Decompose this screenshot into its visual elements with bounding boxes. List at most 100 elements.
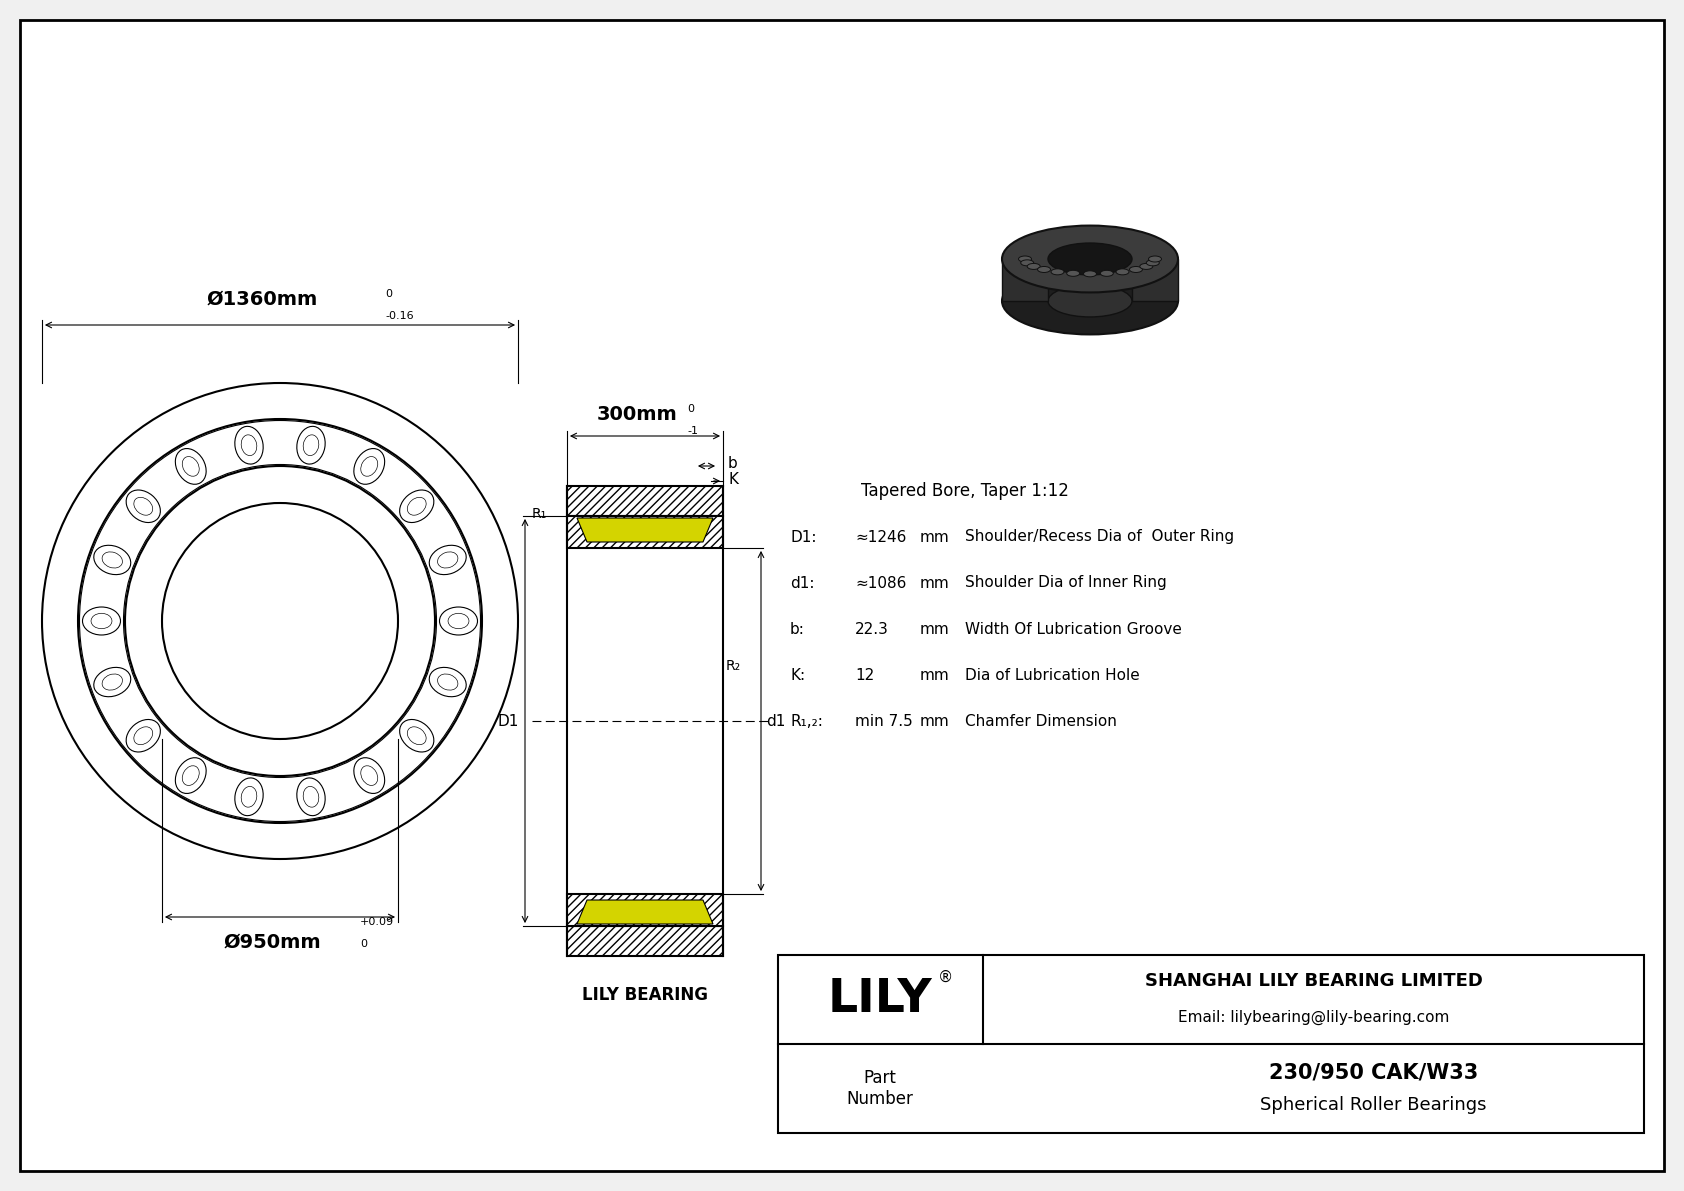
Ellipse shape	[103, 674, 123, 690]
Text: K:: K:	[790, 667, 805, 682]
Polygon shape	[578, 518, 712, 542]
Ellipse shape	[1100, 270, 1113, 276]
Ellipse shape	[126, 719, 160, 752]
Ellipse shape	[175, 449, 205, 485]
Text: LILY BEARING: LILY BEARING	[583, 986, 707, 1004]
Ellipse shape	[175, 757, 205, 793]
Ellipse shape	[1047, 285, 1132, 317]
Ellipse shape	[241, 786, 256, 807]
Bar	[778, 955, 1644, 1133]
Ellipse shape	[1116, 269, 1128, 275]
Text: +0.09: +0.09	[360, 917, 394, 927]
Text: Spherical Roller Bearings: Spherical Roller Bearings	[1260, 1096, 1487, 1114]
Ellipse shape	[94, 667, 131, 697]
Ellipse shape	[429, 545, 466, 574]
Ellipse shape	[399, 490, 434, 523]
Text: Part
Number: Part Number	[847, 1070, 913, 1108]
Ellipse shape	[1037, 267, 1051, 273]
Text: 12: 12	[855, 667, 874, 682]
Text: Dia of Lubrication Hole: Dia of Lubrication Hole	[965, 667, 1140, 682]
Text: Tapered Bore, Taper 1:12: Tapered Bore, Taper 1:12	[861, 482, 1069, 500]
Text: 22.3: 22.3	[855, 622, 889, 636]
Text: d1: d1	[766, 713, 785, 729]
Ellipse shape	[1147, 260, 1159, 266]
Text: Chamfer Dimension: Chamfer Dimension	[965, 713, 1116, 729]
Text: ®: ®	[938, 969, 953, 985]
Text: b:: b:	[790, 622, 805, 636]
Ellipse shape	[438, 674, 458, 690]
Text: mm: mm	[919, 667, 950, 682]
Text: Shoulder/Recess Dia of  Outer Ring: Shoulder/Recess Dia of Outer Ring	[965, 530, 1234, 544]
Ellipse shape	[448, 613, 468, 629]
Ellipse shape	[1051, 269, 1064, 275]
Polygon shape	[1002, 258, 1047, 301]
Ellipse shape	[1002, 225, 1179, 293]
Text: 0: 0	[687, 404, 694, 414]
Ellipse shape	[1047, 243, 1132, 275]
Text: min 7.5: min 7.5	[855, 713, 913, 729]
Ellipse shape	[182, 766, 199, 785]
Ellipse shape	[360, 766, 377, 785]
Ellipse shape	[1027, 263, 1041, 269]
Text: 300mm: 300mm	[596, 405, 677, 424]
Polygon shape	[578, 900, 712, 924]
Text: Shoulder Dia of Inner Ring: Shoulder Dia of Inner Ring	[965, 575, 1167, 591]
Text: LILY: LILY	[829, 977, 933, 1022]
Text: -0.16: -0.16	[386, 311, 414, 322]
Text: 0: 0	[386, 289, 392, 299]
Text: Width Of Lubrication Groove: Width Of Lubrication Groove	[965, 622, 1182, 636]
Text: Email: lilybearing@lily-bearing.com: Email: lilybearing@lily-bearing.com	[1177, 1010, 1450, 1025]
Ellipse shape	[94, 545, 131, 574]
Ellipse shape	[182, 456, 199, 476]
Ellipse shape	[1066, 270, 1079, 276]
Text: mm: mm	[919, 713, 950, 729]
Ellipse shape	[234, 426, 263, 464]
Ellipse shape	[1130, 267, 1142, 273]
Ellipse shape	[408, 498, 426, 516]
Ellipse shape	[303, 435, 318, 456]
Text: ≈1246: ≈1246	[855, 530, 906, 544]
Ellipse shape	[126, 490, 160, 523]
Bar	[568, 925, 722, 956]
Ellipse shape	[354, 757, 384, 793]
Ellipse shape	[440, 607, 478, 635]
Text: SHANGHAI LILY BEARING LIMITED: SHANGHAI LILY BEARING LIMITED	[1145, 973, 1482, 991]
Text: mm: mm	[919, 622, 950, 636]
Text: mm: mm	[919, 575, 950, 591]
Text: R₂: R₂	[726, 659, 741, 673]
Ellipse shape	[1140, 263, 1154, 269]
Ellipse shape	[303, 786, 318, 807]
Ellipse shape	[234, 778, 263, 816]
Text: R₁,₂:: R₁,₂:	[790, 713, 823, 729]
Ellipse shape	[360, 456, 377, 476]
Text: D1: D1	[498, 713, 519, 729]
Text: 230/950 CAK/W33: 230/950 CAK/W33	[1268, 1062, 1479, 1083]
Ellipse shape	[408, 727, 426, 744]
Text: Ø950mm: Ø950mm	[224, 933, 322, 952]
Text: d1:: d1:	[790, 575, 815, 591]
Polygon shape	[1132, 258, 1179, 301]
Text: mm: mm	[919, 530, 950, 544]
Text: 0: 0	[360, 939, 367, 949]
Text: R₁: R₁	[532, 507, 547, 520]
Text: Ø1360mm: Ø1360mm	[207, 289, 318, 308]
Ellipse shape	[91, 613, 111, 629]
Ellipse shape	[1002, 268, 1179, 335]
Ellipse shape	[429, 667, 466, 697]
Text: D1:: D1:	[790, 530, 817, 544]
Ellipse shape	[103, 551, 123, 568]
Ellipse shape	[296, 426, 325, 464]
Ellipse shape	[241, 435, 256, 456]
Bar	[568, 894, 722, 925]
Ellipse shape	[83, 607, 121, 635]
Ellipse shape	[296, 778, 325, 816]
Text: ≈1086: ≈1086	[855, 575, 906, 591]
Ellipse shape	[438, 551, 458, 568]
Text: K: K	[727, 472, 738, 486]
Ellipse shape	[1021, 260, 1034, 266]
Ellipse shape	[354, 449, 384, 485]
Text: b: b	[727, 456, 738, 472]
Ellipse shape	[133, 727, 153, 744]
Ellipse shape	[1083, 270, 1096, 276]
Ellipse shape	[399, 719, 434, 752]
